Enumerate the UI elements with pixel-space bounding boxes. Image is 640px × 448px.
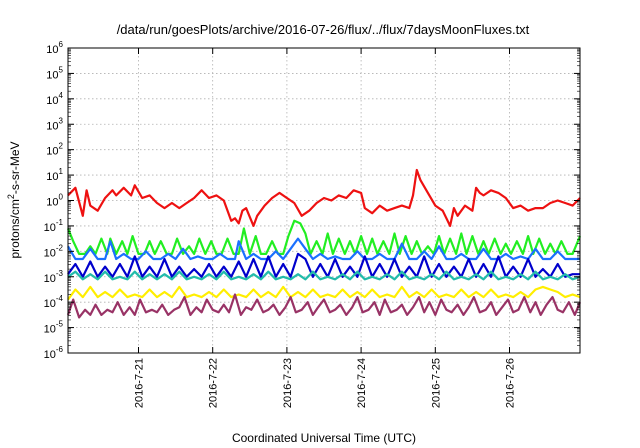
y-tick-label: 105 <box>46 65 63 81</box>
series-line-4 <box>67 252 580 278</box>
x-tick-label: 2016-7-26 <box>505 358 517 408</box>
chart-title: /data/run/goesPlots/archive/2016-07-26/f… <box>117 22 530 37</box>
y-tick-label: 10-4 <box>44 294 64 310</box>
y-tick-label: 10-1 <box>44 218 64 234</box>
y-axis-label: protons/cm2-s-sr-MeV <box>6 141 22 258</box>
y-tick-label: 10-5 <box>44 320 64 336</box>
series-line-3 <box>67 237 580 261</box>
x-tick-label: 2016-7-21 <box>133 358 145 408</box>
series-line-5 <box>67 270 581 281</box>
x-axis: 2016-7-21 2016-7-22 2016-7-23 2016-7-24 2016… <box>133 48 517 408</box>
y-tick-label: 10-3 <box>44 269 64 285</box>
series-line-2 <box>66 219 582 255</box>
series-line-6 <box>67 285 581 301</box>
y-axis: 10-6 10-5 10-4 10-3 10-2 10-1 100 101 102 103 104 1… <box>44 40 580 361</box>
series-group <box>66 168 582 319</box>
y-tick-label: 101 <box>46 167 63 183</box>
x-tick-label: 2016-7-24 <box>356 358 368 408</box>
y-axis-label-sup: 2 <box>6 194 16 199</box>
y-tick-label: 104 <box>46 91 63 107</box>
x-tick-label: 2016-7-23 <box>282 358 294 408</box>
y-axis-label-pre: protons/cm <box>8 199 22 258</box>
x-tick-label: 2016-7-25 <box>430 358 442 408</box>
y-tick-label: 102 <box>46 142 63 158</box>
y-axis-label-post: -s-sr-MeV <box>8 141 22 194</box>
y-tick-label: 10-2 <box>44 243 64 259</box>
series-line-1 <box>67 168 581 227</box>
x-axis-label: Coordinated Universal Time (UTC) <box>232 431 416 445</box>
y-tick-label: 106 <box>46 40 63 56</box>
y-tick-label: 103 <box>46 116 63 132</box>
y-tick-label: 10-6 <box>44 345 64 361</box>
y-tick-label: 100 <box>46 193 63 209</box>
x-tick-label: 2016-7-22 <box>208 358 220 408</box>
series-line-7 <box>66 293 582 319</box>
